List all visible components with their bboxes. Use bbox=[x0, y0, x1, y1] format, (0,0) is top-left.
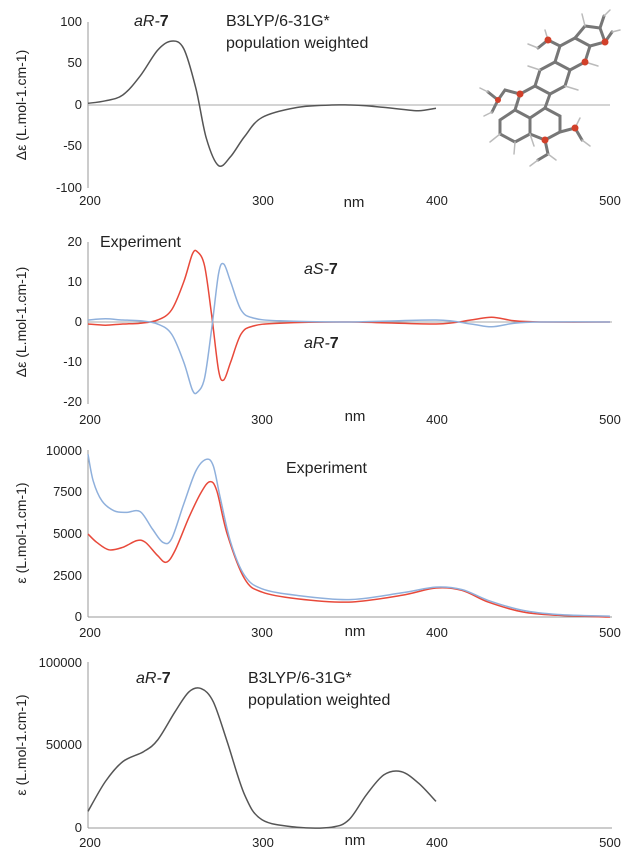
compound-prefix: aR- bbox=[304, 335, 330, 352]
panel-4-y-ticks: 100000 50000 0 bbox=[39, 655, 82, 835]
series-line-1 bbox=[87, 40, 437, 168]
panel-3-y-ticks: 10000 7500 5000 2500 0 bbox=[46, 443, 82, 624]
y-axis-label: Δε (L.mol-1.cm-1) bbox=[13, 267, 29, 378]
series-line-1 bbox=[87, 480, 611, 618]
compound-prefix: aR- bbox=[136, 670, 162, 687]
y-tick-label: 10000 bbox=[46, 443, 82, 458]
series-line-1 bbox=[87, 687, 437, 829]
panel-2-x-ticks: 200 300 400 500 bbox=[79, 412, 621, 427]
panel-4-plot bbox=[87, 687, 437, 829]
x-tick-label: 200 bbox=[79, 412, 101, 427]
x-tick-label: 500 bbox=[599, 193, 621, 208]
panel-1-computed-ecd: 100 50 0 -50 -100 200 300 400 500 nm Δε … bbox=[13, 9, 621, 211]
x-tick-label: 400 bbox=[426, 835, 448, 850]
panel-2-experimental-ecd: 20 10 0 -10 -20 200 300 400 500 nm Δε (L… bbox=[13, 234, 621, 427]
y-tick-label: 10 bbox=[68, 274, 82, 289]
y-tick-label: -10 bbox=[63, 354, 82, 369]
panel-2-plot bbox=[87, 249, 611, 395]
compound-number: 7 bbox=[162, 670, 171, 687]
series-line-2 bbox=[87, 262, 611, 395]
y-tick-label: 50 bbox=[68, 55, 82, 70]
x-axis-label: nm bbox=[345, 623, 366, 640]
panel-1-y-ticks: 100 50 0 -50 -100 bbox=[56, 14, 82, 195]
x-tick-label: 500 bbox=[599, 625, 621, 640]
x-tick-label: 200 bbox=[79, 625, 101, 640]
x-axis-label: nm bbox=[345, 832, 366, 849]
y-tick-label: -100 bbox=[56, 180, 82, 195]
compound-prefix: aS- bbox=[304, 261, 329, 278]
x-tick-label: 200 bbox=[79, 193, 101, 208]
compound-label: aR-7 bbox=[134, 13, 169, 30]
y-axis-label: Δε (L.mol-1.cm-1) bbox=[13, 50, 29, 161]
panel-1-x-ticks: 200 300 400 500 bbox=[79, 193, 621, 208]
x-axis-label: nm bbox=[345, 408, 366, 425]
y-tick-label: 0 bbox=[75, 820, 82, 835]
compound-label-aS: aS-7 bbox=[304, 261, 338, 278]
x-tick-label: 300 bbox=[252, 835, 274, 850]
y-tick-label: 100 bbox=[60, 14, 82, 29]
compound-number: 7 bbox=[330, 335, 339, 352]
molecular-structure-image bbox=[479, 9, 621, 167]
y-tick-label: -50 bbox=[63, 138, 82, 153]
x-tick-label: 400 bbox=[426, 625, 448, 640]
y-axis-label: ε (L.mol-1.cm-1) bbox=[13, 482, 29, 583]
series-line-2 bbox=[87, 454, 611, 617]
panel-3-x-ticks: 200 300 400 500 bbox=[79, 625, 621, 640]
x-tick-label: 300 bbox=[251, 412, 273, 427]
panel-3-plot bbox=[87, 454, 611, 618]
y-tick-label: 20 bbox=[68, 234, 82, 249]
x-axis-label: nm bbox=[344, 194, 365, 211]
x-tick-label: 500 bbox=[599, 412, 621, 427]
compound-number: 7 bbox=[329, 261, 338, 278]
x-tick-label: 300 bbox=[251, 625, 273, 640]
method-label-line-1: B3LYP/6-31G* bbox=[248, 670, 352, 687]
experiment-label: Experiment bbox=[286, 460, 367, 477]
y-tick-label: 0 bbox=[75, 314, 82, 329]
panel-4-computed-uv: 100000 50000 0 200 300 400 500 nm ε (L.m… bbox=[13, 655, 621, 850]
y-tick-label: 0 bbox=[75, 97, 82, 112]
compound-label-aR: aR-7 bbox=[304, 335, 339, 352]
panel-4-x-ticks: 200 300 400 500 bbox=[79, 835, 621, 850]
x-tick-label: 400 bbox=[426, 193, 448, 208]
series-line-1 bbox=[87, 249, 611, 382]
x-tick-label: 400 bbox=[426, 412, 448, 427]
x-tick-label: 500 bbox=[599, 835, 621, 850]
compound-prefix: aR- bbox=[134, 13, 160, 30]
y-tick-label: 0 bbox=[75, 609, 82, 624]
y-tick-label: 50000 bbox=[46, 737, 82, 752]
method-label-line-2: population weighted bbox=[248, 692, 390, 709]
x-tick-label: 300 bbox=[252, 193, 274, 208]
compound-label: aR-7 bbox=[136, 670, 171, 687]
y-tick-label: 7500 bbox=[53, 484, 82, 499]
y-tick-label: 5000 bbox=[53, 526, 82, 541]
panel-1-plot bbox=[87, 40, 437, 168]
panel-2-y-ticks: 20 10 0 -10 -20 bbox=[63, 234, 82, 409]
y-tick-label: -20 bbox=[63, 394, 82, 409]
method-label-line-2: population weighted bbox=[226, 35, 368, 52]
y-axis-label: ε (L.mol-1.cm-1) bbox=[13, 694, 29, 795]
y-tick-label: 2500 bbox=[53, 568, 82, 583]
compound-number: 7 bbox=[160, 13, 169, 30]
panel-3-experimental-uv: 10000 7500 5000 2500 0 200 300 400 500 n… bbox=[13, 443, 621, 640]
experiment-label: Experiment bbox=[100, 234, 181, 251]
y-tick-label: 100000 bbox=[39, 655, 82, 670]
method-label-line-1: B3LYP/6-31G* bbox=[226, 13, 330, 30]
x-tick-label: 200 bbox=[79, 835, 101, 850]
